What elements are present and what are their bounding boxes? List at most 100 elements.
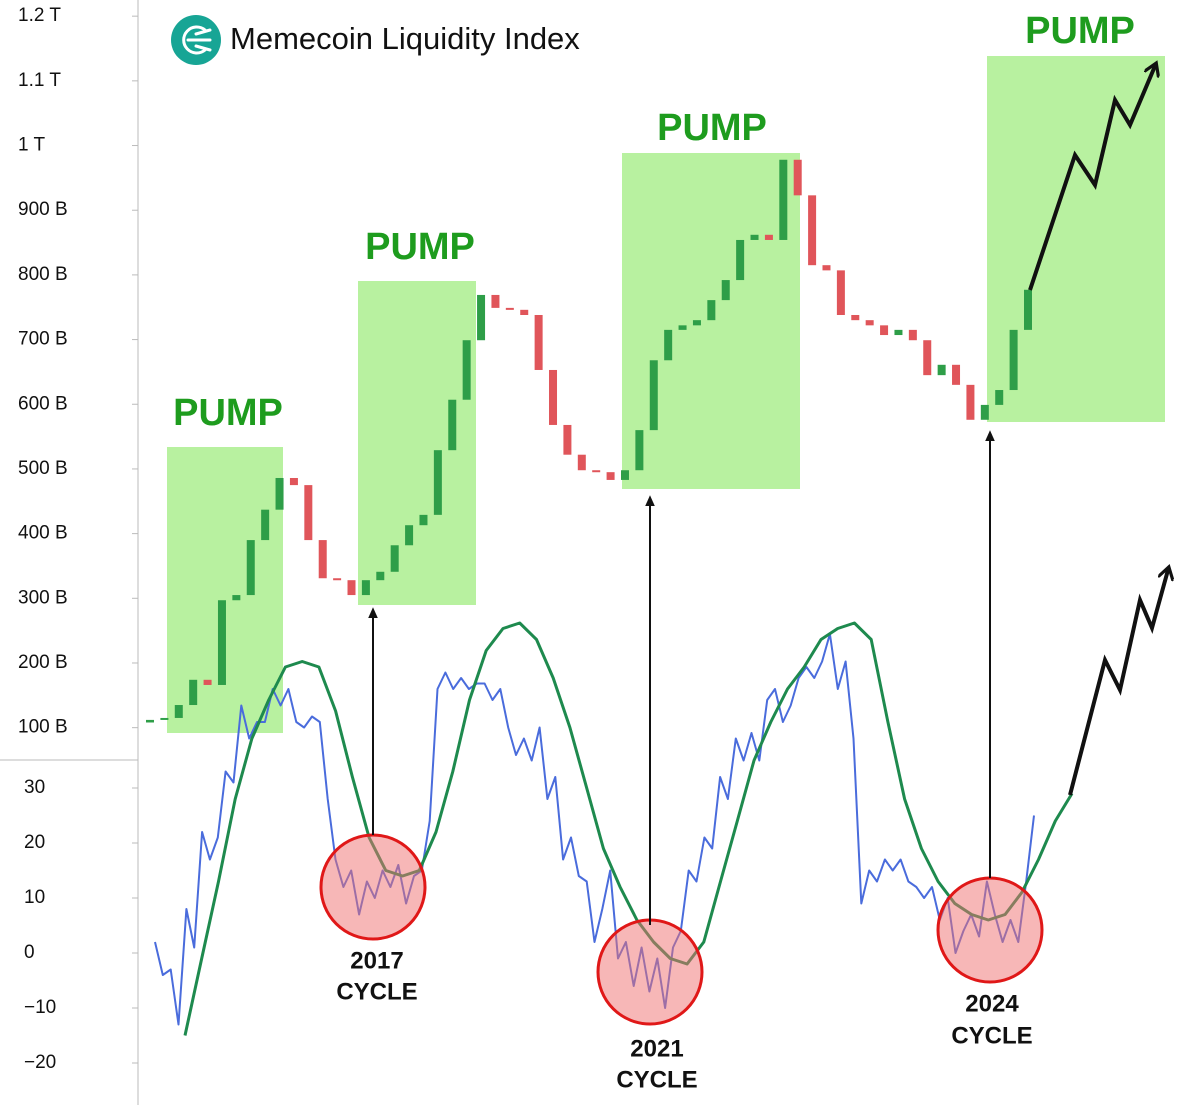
candle-body bbox=[333, 578, 342, 581]
candle-body bbox=[261, 509, 270, 541]
y-tick-label: 400 B bbox=[18, 523, 68, 544]
candle-body bbox=[275, 477, 284, 510]
chart-title: Memecoin Liquidity Index bbox=[230, 21, 580, 56]
candles bbox=[146, 159, 1032, 723]
pump-label: PUMP bbox=[173, 392, 283, 434]
logo-glyph bbox=[182, 25, 212, 55]
candle-body bbox=[577, 454, 586, 471]
y-tick-label: 900 B bbox=[18, 199, 68, 220]
candle-body bbox=[203, 679, 212, 685]
candle-body bbox=[966, 384, 975, 420]
y-tick-label: 600 B bbox=[18, 393, 68, 414]
candle-body bbox=[534, 314, 543, 370]
cycle-year: 2024 bbox=[965, 990, 1019, 1017]
candle-body bbox=[779, 159, 788, 240]
candle-body bbox=[764, 234, 773, 240]
pump-zone bbox=[358, 281, 476, 605]
y-axis: 100 B 200 B 300 B 400 B 500 B 600 B 700 B 800 B… bbox=[18, 5, 138, 1073]
candle-body bbox=[217, 600, 226, 685]
candle-body bbox=[664, 329, 673, 361]
candle-body bbox=[477, 294, 486, 341]
logo bbox=[171, 15, 221, 65]
pump-label: PUMP bbox=[1025, 10, 1135, 52]
candle-body bbox=[376, 571, 385, 581]
candle-body bbox=[289, 477, 298, 486]
candle-body bbox=[246, 540, 255, 596]
pump-zone bbox=[622, 153, 800, 489]
y-tick-label: 800 B bbox=[18, 264, 68, 285]
forecast-arrow bbox=[1068, 570, 1168, 796]
candle-body bbox=[952, 364, 961, 385]
candle-body bbox=[750, 234, 759, 240]
candle-body bbox=[189, 679, 198, 706]
candle-body bbox=[347, 580, 356, 596]
candle-body bbox=[721, 280, 730, 301]
y-tick-label: 1 T bbox=[18, 135, 46, 156]
cycle-year: 2021 bbox=[630, 1035, 683, 1062]
cycle-circle bbox=[596, 918, 704, 1026]
candle-body bbox=[405, 525, 414, 546]
candle-body bbox=[232, 595, 241, 601]
candle-body bbox=[606, 472, 615, 480]
candle-body bbox=[592, 470, 601, 473]
cycle-label: CYCLE bbox=[951, 1022, 1032, 1049]
oscillator-line bbox=[154, 633, 1035, 1026]
candle-body bbox=[505, 307, 514, 310]
pump-zone bbox=[167, 447, 283, 733]
y-tick-label: 0 bbox=[24, 942, 35, 963]
y-tick-label: 1.2 T bbox=[18, 5, 61, 26]
forecast-arrow bbox=[1028, 66, 1155, 291]
y-tick-label: 100 B bbox=[18, 717, 68, 738]
candle-body bbox=[174, 705, 183, 718]
cycle-circle bbox=[319, 833, 427, 941]
forecast bbox=[1028, 66, 1168, 796]
y-tick-label: 10 bbox=[24, 887, 45, 908]
candle-body bbox=[563, 424, 572, 455]
candle-body bbox=[836, 270, 845, 315]
candle-body bbox=[433, 450, 442, 515]
candle-body bbox=[146, 719, 154, 723]
candle-body bbox=[923, 340, 932, 376]
y-tick-label: 20 bbox=[24, 832, 45, 853]
oscillator bbox=[154, 621, 1074, 1036]
candle-body bbox=[793, 159, 802, 196]
candle-body bbox=[995, 390, 1004, 405]
y-tick-label: −10 bbox=[24, 997, 56, 1018]
y-tick-label: −20 bbox=[24, 1052, 56, 1073]
candle-body bbox=[1009, 329, 1018, 391]
y-tick-label: 300 B bbox=[18, 587, 68, 608]
candle-body bbox=[1024, 289, 1032, 330]
candle-body bbox=[678, 325, 687, 330]
oscillator-line bbox=[183, 621, 1074, 1036]
candle-body bbox=[520, 309, 529, 315]
candle-body bbox=[851, 314, 860, 321]
candle-body bbox=[620, 470, 629, 480]
candle-body bbox=[649, 360, 658, 431]
pump-label: PUMP bbox=[365, 226, 475, 268]
candle-body bbox=[491, 294, 500, 308]
candle-body bbox=[707, 300, 716, 321]
cycle-year: 2017 bbox=[350, 947, 403, 974]
candle-body bbox=[318, 540, 327, 579]
candle-body bbox=[880, 325, 889, 336]
pump-label: PUMP bbox=[657, 107, 767, 149]
candle-body bbox=[865, 320, 874, 326]
candle-body bbox=[736, 239, 745, 281]
y-tick-label: 700 B bbox=[18, 329, 68, 350]
pump-zones bbox=[167, 56, 1165, 733]
y-tick-label: 200 B bbox=[18, 652, 68, 673]
candle-body bbox=[160, 717, 169, 720]
cycle-circle bbox=[936, 876, 1044, 984]
cycle-label: CYCLE bbox=[336, 978, 417, 1005]
candle-body bbox=[908, 329, 917, 341]
candle-body bbox=[822, 265, 831, 271]
arrows bbox=[368, 430, 995, 925]
candle-body bbox=[980, 404, 989, 420]
candle-body bbox=[894, 329, 903, 336]
candle-body bbox=[448, 399, 457, 451]
candle-body bbox=[462, 340, 471, 400]
y-tick-label: 500 B bbox=[18, 458, 68, 479]
candle-body bbox=[808, 195, 817, 266]
candle-body bbox=[390, 545, 399, 572]
candle-body bbox=[419, 514, 428, 526]
